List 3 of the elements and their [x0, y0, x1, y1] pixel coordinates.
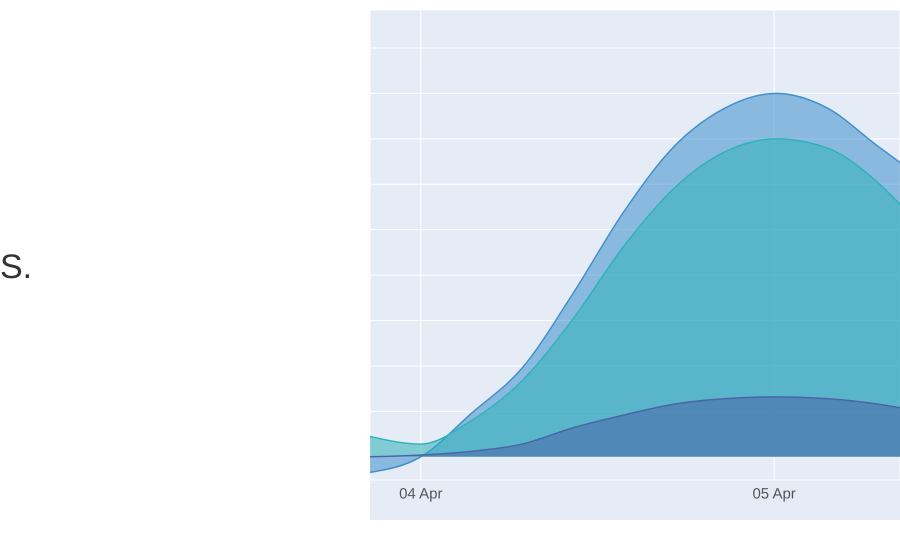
x-tick-label: 04 Apr	[399, 486, 442, 503]
x-tick-label: 05 Apr	[752, 486, 796, 503]
text: S.	[0, 248, 32, 287]
